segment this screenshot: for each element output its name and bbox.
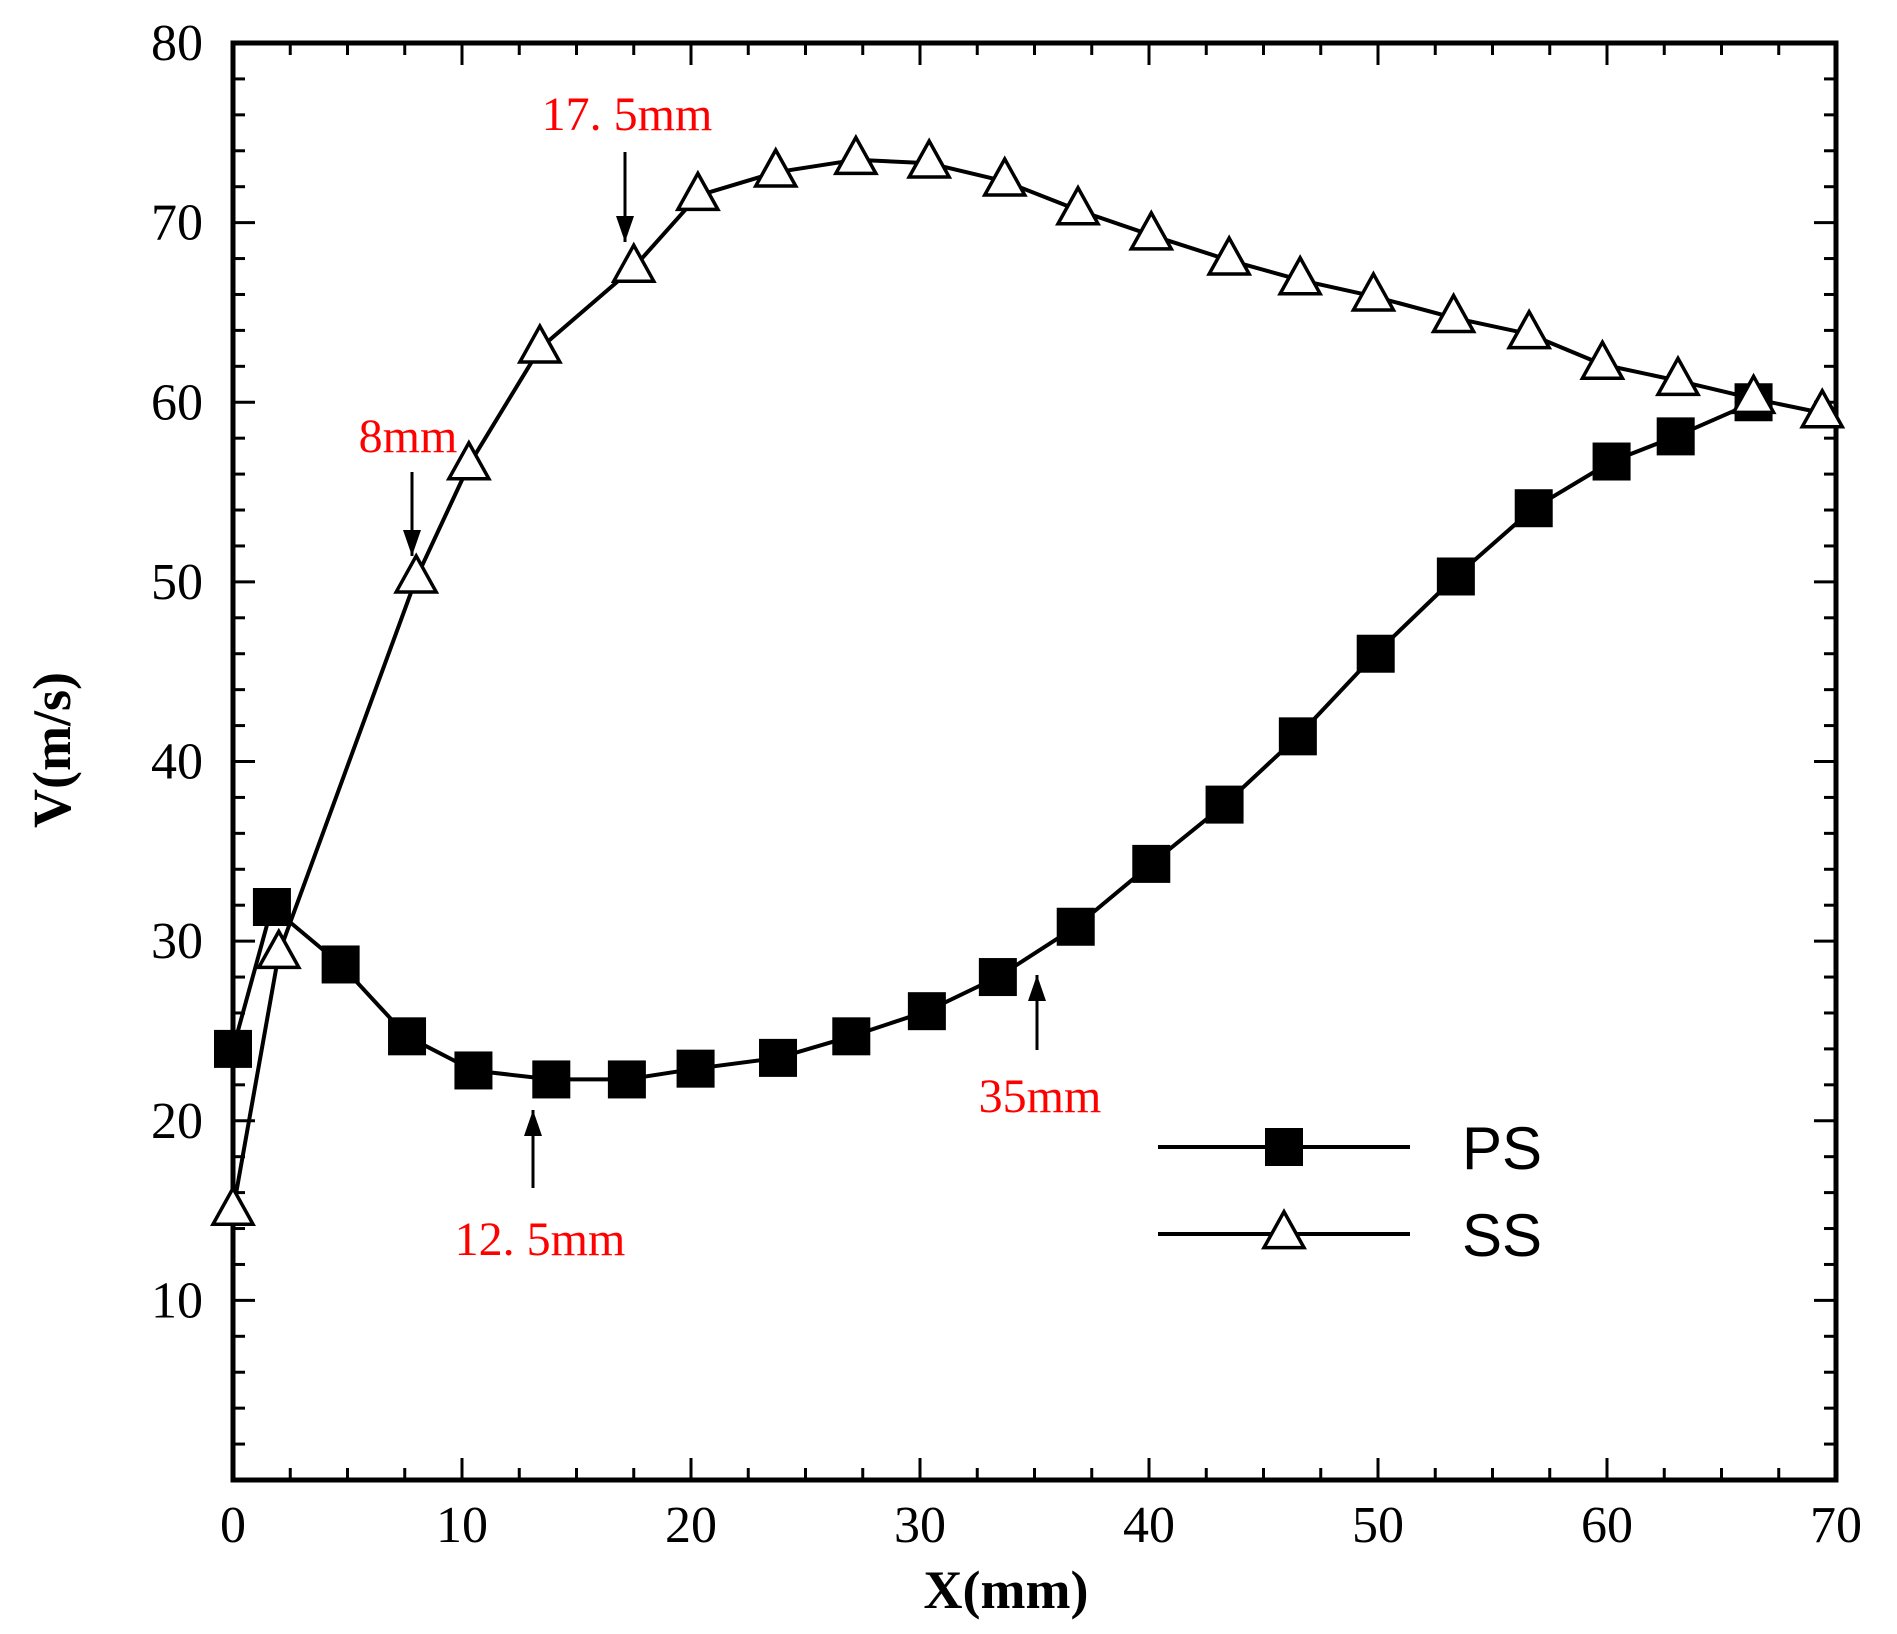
- y-tick-label: 30: [151, 913, 203, 970]
- data-point-ss: [393, 552, 440, 594]
- x-tick-label: 0: [220, 1497, 246, 1554]
- series-ps: [214, 383, 1773, 1099]
- annotation: 35mm: [979, 975, 1102, 1123]
- data-point-ps: [388, 1017, 427, 1056]
- legend-marker: [1261, 1208, 1307, 1250]
- annotation-label: 17. 5mm: [542, 88, 713, 141]
- data-point-ps: [676, 1049, 715, 1088]
- annotation-label: 8mm: [359, 410, 458, 463]
- data-point-ps: [321, 945, 360, 984]
- legend-label: PS: [1462, 1115, 1542, 1182]
- data-point-ps: [1205, 785, 1244, 824]
- data-point-ps: [1514, 489, 1553, 528]
- data-point-ps: [1592, 442, 1631, 481]
- data-point-ss: [1655, 354, 1701, 397]
- x-tick-label: 10: [436, 1497, 488, 1554]
- legend-entry-ps: PS: [1158, 1115, 1542, 1182]
- legend-label: SS: [1462, 1202, 1542, 1269]
- annotation-arrowhead: [524, 1110, 542, 1136]
- series-line-ps: [231, 400, 1755, 1082]
- x-axis-title: X(mm): [924, 1560, 1089, 1620]
- y-tick-label: 40: [151, 734, 203, 791]
- x-tick-label: 40: [1123, 1497, 1175, 1554]
- data-point-ss: [1430, 291, 1477, 334]
- data-point-ss: [1055, 184, 1101, 226]
- y-tick-label: 70: [151, 195, 203, 252]
- data-point-ss: [516, 322, 563, 364]
- data-point-ps: [214, 1029, 252, 1068]
- data-point-ps: [1656, 417, 1695, 456]
- series-ss: [210, 133, 1846, 1226]
- annotation: 17. 5mm: [542, 88, 713, 242]
- data-point-ss: [1206, 234, 1253, 276]
- y-tick-label: 50: [151, 554, 203, 611]
- data-point-ps: [978, 958, 1017, 997]
- data-point-ps: [832, 1017, 871, 1056]
- x-tick-label: 20: [665, 1497, 717, 1554]
- data-point-ps: [607, 1060, 646, 1099]
- annotation-arrowhead: [616, 216, 634, 242]
- x-tick-label: 60: [1581, 1497, 1633, 1554]
- data-point-ps: [1056, 907, 1095, 946]
- data-point-ss: [1350, 270, 1397, 312]
- x-tick-label: 30: [894, 1497, 946, 1554]
- y-axis-title: V(m/s): [22, 672, 82, 828]
- data-point-ps: [252, 887, 291, 926]
- data-point-ss: [445, 439, 492, 481]
- y-tick-label: 80: [151, 15, 203, 72]
- data-point-ps: [907, 992, 946, 1031]
- data-point-ss: [752, 146, 799, 188]
- data-point-ss: [1128, 209, 1175, 251]
- series-line-ss: [231, 157, 1823, 1211]
- data-point-ps: [532, 1060, 571, 1099]
- y-tick-label: 20: [151, 1093, 203, 1150]
- annotation: 12. 5mm: [455, 1110, 626, 1266]
- data-point-ss: [1506, 308, 1553, 350]
- data-point-ps: [1356, 634, 1395, 673]
- data-point-ss: [255, 927, 302, 970]
- plot-layer: 0 10 20 30 40 50 60 70 10 20 30 40 50 60 70 80 17. 5mm 8m…: [151, 15, 1862, 1554]
- y-tick-label: 60: [151, 374, 203, 431]
- data-point-ss: [1799, 387, 1846, 429]
- data-point-ss: [832, 133, 879, 176]
- legend-entry-ss: SS: [1158, 1202, 1542, 1269]
- data-point-ps: [454, 1051, 493, 1090]
- x-tick-label: 70: [1810, 1497, 1862, 1554]
- annotation-arrowhead: [1028, 975, 1046, 1001]
- data-point-ps: [1132, 844, 1171, 883]
- annotation: 8mm: [359, 410, 458, 556]
- data-point-ps: [1436, 557, 1475, 596]
- data-point-ss: [1730, 372, 1777, 415]
- data-point-ss: [674, 169, 721, 212]
- data-point-ps: [759, 1038, 798, 1077]
- data-point-ps: [1278, 717, 1317, 756]
- annotation-label: 35mm: [979, 1070, 1102, 1123]
- y-tick-label: 10: [151, 1272, 203, 1329]
- legend-marker: [1265, 1128, 1303, 1166]
- annotation-arrowhead: [403, 530, 421, 556]
- data-point-ss: [1277, 254, 1324, 296]
- data-point-ss: [981, 155, 1028, 197]
- data-point-ss: [610, 241, 657, 283]
- data-point-ss: [1579, 338, 1626, 380]
- data-point-ss: [210, 1184, 256, 1226]
- annotation-label: 12. 5mm: [455, 1213, 626, 1266]
- data-point-ss: [906, 137, 953, 179]
- x-tick-label: 50: [1352, 1497, 1404, 1554]
